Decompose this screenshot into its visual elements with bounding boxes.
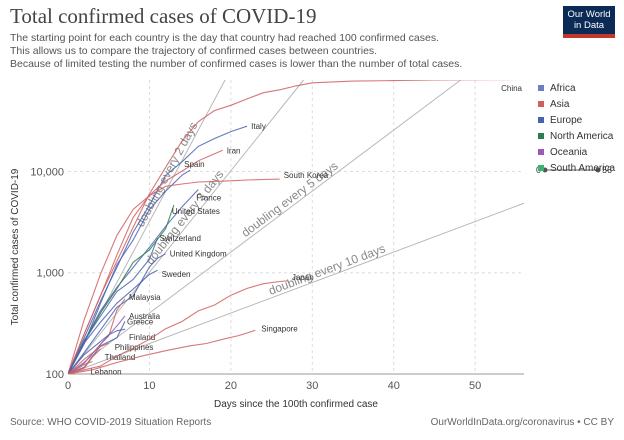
series-label-italy: Italy <box>251 122 266 131</box>
series-line-greece <box>68 321 126 374</box>
timeline-handle-end <box>595 167 601 173</box>
logo-line-2: in Data <box>573 20 605 31</box>
legend-swatch-oceania <box>538 149 544 155</box>
series-label-finland: Finland <box>129 333 155 342</box>
legend-swatch-south-america <box>538 165 544 171</box>
legend-swatch-north-america <box>538 133 544 139</box>
legend-item-oceania[interactable]: Oceania <box>538 144 615 160</box>
legend-item-europe[interactable]: Europe <box>538 112 615 128</box>
legend-swatch-europe <box>538 117 544 123</box>
legend-item-asia[interactable]: Asia <box>538 96 615 112</box>
legend-label-oceania: Oceania <box>550 146 588 158</box>
y-tick-label-10000: 10,000 <box>30 166 64 178</box>
x-tick-label-10: 10 <box>143 380 155 392</box>
series-label-iran: Iran <box>227 146 241 155</box>
legend-item-north-america[interactable]: North America <box>538 128 615 144</box>
x-tick-label-50: 50 <box>469 380 481 392</box>
chart-title: Total confirmed cases of COVID-19 <box>10 4 317 28</box>
series-line-italy <box>68 125 248 374</box>
y-tick-label-100: 100 <box>46 369 64 381</box>
legend-item-south-america[interactable]: South America <box>538 160 615 176</box>
legend-label-asia: Asia <box>550 98 570 110</box>
legend-swatch-asia <box>538 101 544 107</box>
series-label-switzerland: Switzerland <box>160 234 201 243</box>
doubling-line-5 <box>67 79 461 375</box>
series-label-malaysia: Malaysia <box>129 293 161 302</box>
series-label-australia: Australia <box>129 312 161 321</box>
series-label-china: China <box>501 84 522 93</box>
series-line-finland <box>68 328 126 374</box>
series-label-japan: Japan <box>292 273 314 282</box>
logo-line-1: Our World <box>567 9 611 20</box>
series-label-thailand: Thailand <box>105 353 136 362</box>
credit-link[interactable]: OurWorldInData.org/coronavirus • CC BY <box>430 417 614 428</box>
legend-swatch-africa <box>538 85 544 91</box>
legend-label-africa: Africa <box>550 82 576 94</box>
doubling-label-10: doubling every 10 days <box>267 241 387 297</box>
series-line-lebanon <box>68 360 93 374</box>
legend-label-north-america: North America <box>550 130 614 142</box>
series-line-sweden <box>68 269 158 374</box>
x-tick-label-20: 20 <box>225 380 237 392</box>
series-line-philippines <box>68 342 109 374</box>
doubling-line-3 <box>67 79 304 375</box>
series-label-united-states: United States <box>172 207 220 216</box>
series-line-singapore <box>68 329 256 374</box>
subtitle-line-2: This allows us to compare the trajectory… <box>10 45 378 57</box>
legend-label-south-america: South America <box>550 162 616 174</box>
series-line-australia <box>68 315 126 374</box>
legend-item-africa[interactable]: Africa <box>538 80 615 96</box>
legend-label-europe: Europe <box>550 114 583 126</box>
series-line-switzerland <box>68 237 159 374</box>
series-label-sweden: Sweden <box>162 270 191 279</box>
series-line-united-kingdom <box>68 253 166 374</box>
series-label-lebanon: Lebanon <box>90 367 121 376</box>
series-line-china <box>68 80 524 374</box>
x-tick-label-0: 0 <box>65 380 71 392</box>
doubling-line-10 <box>67 202 525 375</box>
subtitle-line-1: The starting point for each country is t… <box>10 32 439 44</box>
series-label-united-kingdom: United Kingdom <box>170 250 227 259</box>
series-label-south-korea: South Korea <box>284 171 329 180</box>
series-line-south-korea <box>68 178 280 374</box>
legend: Africa Asia Europe North America Oceania… <box>538 80 615 176</box>
subtitle-line-3: Because of limited testing the number of… <box>10 58 463 70</box>
series-line-japan <box>68 280 288 374</box>
owid-logo[interactable]: Our World in Data <box>563 6 615 38</box>
series-label-spain: Spain <box>184 160 204 169</box>
source-note: Source: WHO COVID-2019 Situation Reports <box>10 417 212 428</box>
x-tick-label-40: 40 <box>388 380 400 392</box>
series-label-france: France <box>196 194 221 203</box>
x-axis-label: Days since the 100th confirmed case <box>214 399 378 410</box>
x-tick-label-30: 30 <box>306 380 318 392</box>
series-label-singapore: Singapore <box>261 324 298 333</box>
timeline-end-label: 56 <box>602 165 612 175</box>
y-tick-label-1000: 1,000 <box>36 268 64 280</box>
y-axis-label: Total confirmed cases of COVID-19 <box>10 168 21 325</box>
series-label-greece: Greece <box>127 317 154 326</box>
